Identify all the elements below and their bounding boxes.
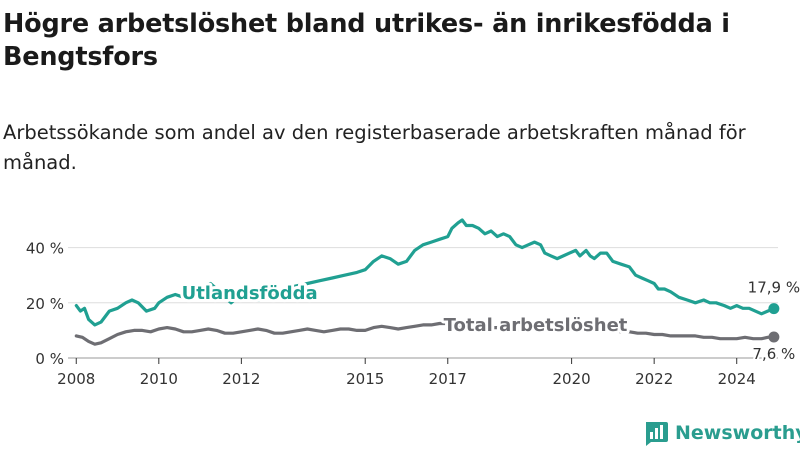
chart-subtitle: Arbetssökande som andel av den registerb… (3, 121, 746, 174)
brand-logo: Newsworthy (643, 419, 800, 447)
end-point-marker (768, 303, 780, 315)
newsworthy-logo-icon (646, 422, 668, 446)
end-value-label: 17,9 % (748, 279, 800, 297)
x-tick-label: 2024 (718, 370, 756, 388)
y-tick-label: 0 % (35, 350, 64, 368)
end-value-label: 7,6 % (752, 345, 795, 363)
x-tick-label: 2010 (140, 370, 178, 388)
x-tick-label: 2022 (635, 370, 673, 388)
x-tick-label: 2012 (222, 370, 260, 388)
chart-title: Högre arbetslöshet bland utrikes- än inr… (3, 9, 730, 72)
series-label: Utlandsfödda (182, 283, 318, 304)
x-tick-label: 2008 (57, 370, 95, 388)
x-tick-label: 2015 (346, 370, 384, 388)
brand-name: Newsworthy (675, 422, 800, 444)
series-line-utlandsfodda (74, 218, 776, 327)
x-tick-label: 2020 (553, 370, 591, 388)
series-line-total (74, 321, 776, 346)
y-tick-label: 20 % (26, 295, 64, 313)
x-tick-label: 2017 (429, 370, 467, 388)
series-label: Total arbetslöshet (444, 315, 628, 336)
y-tick-label: 40 % (26, 240, 64, 258)
end-point-marker (768, 331, 780, 343)
